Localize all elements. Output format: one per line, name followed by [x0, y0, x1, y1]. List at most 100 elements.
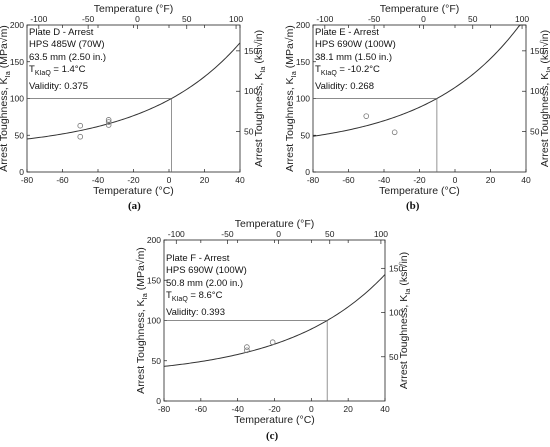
y2-tick-label: 100: [244, 86, 258, 96]
x2-axis-title: Temperature (°F): [94, 3, 173, 15]
x2-tick-label: -100: [316, 14, 333, 24]
x2-tick-label: 100: [515, 14, 529, 24]
x-tick-label: -40: [92, 175, 105, 185]
master-curve: [26, 42, 241, 140]
y-tick-label: 200: [10, 20, 24, 30]
annotation-validity: Validity: 0.375: [29, 80, 88, 92]
data-point: [105, 122, 112, 128]
x-tick-label: -80: [307, 175, 320, 185]
y-tick-label: 200: [296, 20, 310, 30]
x-tick-label: -80: [158, 404, 171, 414]
y2-tick-label: 50: [389, 352, 399, 362]
x2-axis-title: Temperature (°F): [235, 218, 314, 230]
x-tick-label: -80: [21, 175, 34, 185]
y-axis-title-left: Arrest Toughness, KIa (MPa√m): [135, 247, 149, 394]
y2-tick-label: 50: [530, 127, 540, 137]
x2-tick-label: 0: [135, 14, 140, 24]
data-point: [244, 344, 250, 350]
x-axis-title: Temperature (°C): [93, 185, 174, 197]
y-tick-label: 0: [19, 167, 24, 177]
x-tick-label: -40: [378, 175, 391, 185]
y-axis-title-left: Arrest Toughness, KIa (MPa√m): [0, 25, 12, 172]
x2-tick-label: -100: [30, 14, 47, 24]
x2-tick-label: -50: [221, 229, 234, 239]
y-axis-title-right: Arrest Toughness, KIa (ksi√in): [398, 252, 412, 389]
annotation-a: Plate D - Arrest HPS 485W (70W) 63.5 mm …: [29, 27, 106, 93]
annotation-thickness: 63.5 mm (2.50 in.): [29, 51, 107, 63]
y-tick-label: 50: [15, 130, 25, 140]
annotation-c: Plate F - Arrest HPS 690W (100W) 50.8 mm…: [166, 253, 247, 319]
x-tick-label: -60: [342, 175, 355, 185]
annotation-plate: Plate D - Arrest: [29, 27, 94, 38]
data-point: [391, 129, 398, 136]
x-tick-label: 20: [486, 175, 496, 185]
caption-b: (b): [406, 200, 420, 212]
y-tick-label: 100: [147, 316, 161, 326]
x-tick-label: 40: [235, 175, 245, 185]
y-tick-label: 150: [147, 275, 161, 285]
x-tick-label: 0: [309, 404, 314, 414]
x-tick-label: -20: [268, 404, 281, 414]
y-tick-label: 0: [156, 396, 161, 406]
annotation-grade: HPS 690W (100W): [166, 265, 247, 277]
caption-c: (c): [266, 430, 279, 442]
annotation-tkiaq: TKIaQ = -10.2°C: [315, 64, 380, 78]
y2-tick-label: 50: [244, 127, 254, 137]
y-tick-label: 100: [296, 94, 310, 104]
caption-a: (a): [128, 200, 141, 212]
y2-tick-label: 150: [244, 46, 258, 56]
annotation-grade: HPS 690W (100W): [315, 39, 396, 51]
annotation-plate: Plate F - Arrest: [166, 253, 230, 264]
x2-tick-label: -50: [368, 14, 381, 24]
y2-tick-label: 100: [530, 86, 544, 96]
annotation-plate: Plate E - Arrest: [315, 27, 379, 38]
annotation-thickness: 50.8 mm (2.00 in.): [166, 277, 244, 289]
x-tick-label: 20: [343, 404, 353, 414]
master-curve: [312, 24, 526, 137]
x2-tick-label: 100: [229, 14, 243, 24]
y-axis-title-left: Arrest Toughness, KIa (MPa√m): [284, 25, 298, 172]
y2-tick-label: 100: [389, 308, 403, 318]
x-tick-label: -20: [413, 175, 426, 185]
annotation-tkiaq: TKIaQ = 8.6°C: [166, 290, 223, 304]
annotation-validity: Validity: 0.268: [315, 80, 374, 92]
x2-tick-label: 0: [276, 229, 281, 239]
x-tick-label: 0: [167, 175, 172, 185]
x2-tick-label: 50: [182, 14, 192, 24]
annotation-tkiaq: TKIaQ = 1.4°C: [29, 64, 86, 78]
y-tick-label: 50: [152, 356, 162, 366]
data-point: [77, 133, 84, 140]
data-point: [269, 339, 276, 346]
y2-tick-label: 150: [530, 46, 544, 56]
x-tick-label: -20: [127, 175, 140, 185]
y-tick-label: 200: [147, 235, 161, 245]
x-tick-label: -40: [232, 404, 245, 414]
x-axis-title: Temperature (°C): [234, 414, 315, 426]
x2-tick-label: 0: [421, 14, 426, 24]
x-tick-label: 20: [200, 175, 210, 185]
data-point: [77, 122, 84, 129]
y-axis-title-right: Arrest Toughness, KIa (ksi√in): [539, 30, 550, 167]
x-tick-label: -60: [195, 404, 208, 414]
y-tick-label: 100: [10, 94, 24, 104]
annotation-grade: HPS 485W (70W): [29, 39, 105, 51]
x-tick-label: 40: [380, 404, 390, 414]
y2-tick-label: 150: [389, 263, 403, 273]
data-point: [105, 119, 112, 125]
annotation-b: Plate E - Arrest HPS 690W (100W) 38.1 mm…: [315, 27, 396, 93]
x2-tick-label: 50: [325, 229, 335, 239]
y-tick-label: 150: [296, 57, 310, 67]
data-point: [363, 113, 370, 119]
y-tick-label: 0: [305, 167, 310, 177]
x-tick-label: 40: [521, 175, 531, 185]
data-point: [244, 347, 250, 354]
y-axis-title-right: Arrest Toughness, KIa (ksi√in): [253, 30, 267, 167]
y-tick-label: 150: [10, 57, 24, 67]
x2-tick-label: 100: [374, 229, 388, 239]
x-tick-label: 0: [453, 175, 458, 185]
x2-tick-label: -50: [82, 14, 95, 24]
annotation-validity: Validity: 0.393: [166, 306, 225, 318]
x2-tick-label: 50: [468, 14, 478, 24]
annotation-thickness: 38.1 mm (1.50 in.): [315, 51, 393, 63]
